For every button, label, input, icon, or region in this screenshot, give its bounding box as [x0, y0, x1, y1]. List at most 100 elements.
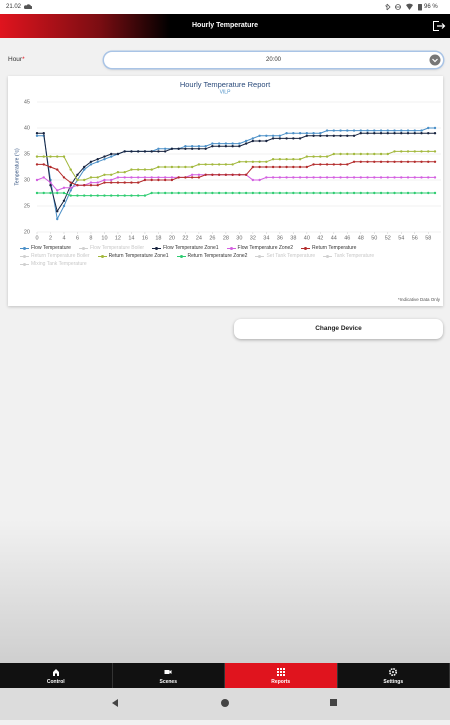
- point: [434, 161, 436, 163]
- change-device-button[interactable]: Change Device: [234, 319, 443, 339]
- point: [393, 150, 395, 152]
- point: [218, 145, 220, 147]
- point: [319, 132, 321, 134]
- point: [299, 192, 301, 194]
- y-tick-label: 30: [24, 177, 30, 183]
- point: [387, 192, 389, 194]
- x-tick-label: 44: [331, 235, 337, 241]
- x-tick-label: 2: [49, 235, 52, 241]
- point: [43, 176, 45, 178]
- point: [76, 184, 78, 186]
- point: [360, 153, 362, 155]
- point: [177, 148, 179, 150]
- point: [373, 153, 375, 155]
- legend-label: Flow Temperature: [31, 245, 71, 251]
- point: [245, 192, 247, 194]
- series-line: [37, 133, 435, 211]
- point: [407, 150, 409, 152]
- legend-item[interactable]: Mixing Tank Temperature: [20, 261, 87, 267]
- legend-label: Flow Temperature Zone2: [238, 245, 294, 251]
- legend-label: Return Temperature Boiler: [31, 253, 90, 259]
- swatch-dot: [180, 255, 183, 258]
- point: [312, 192, 314, 194]
- legend-item[interactable]: Set Tank Temperature: [255, 253, 315, 259]
- legend-item[interactable]: Tank Temperature: [323, 253, 374, 259]
- swatch-dot: [230, 247, 233, 250]
- point: [258, 140, 260, 142]
- hour-select[interactable]: 20:00: [104, 52, 443, 68]
- point: [144, 194, 146, 196]
- point: [218, 142, 220, 144]
- point: [171, 148, 173, 150]
- nav-label: Reports: [225, 679, 337, 685]
- point: [238, 145, 240, 147]
- point: [90, 161, 92, 163]
- x-tick-label: 26: [209, 235, 215, 241]
- point: [49, 166, 51, 168]
- point: [400, 132, 402, 134]
- point: [36, 179, 38, 181]
- point: [319, 135, 321, 137]
- point: [184, 176, 186, 178]
- point: [97, 184, 99, 186]
- point: [366, 192, 368, 194]
- point: [366, 129, 368, 131]
- point: [400, 176, 402, 178]
- legend-item[interactable]: Flow Temperature Boiler: [79, 245, 144, 251]
- point: [225, 174, 227, 176]
- nav-tab[interactable]: Settings: [338, 663, 450, 688]
- legend-item[interactable]: Flow Temperature Zone1: [152, 245, 219, 251]
- point: [414, 161, 416, 163]
- legend-item[interactable]: Flow Temperature Zone2: [227, 245, 294, 251]
- x-tick-label: 10: [101, 235, 107, 241]
- label-text: Hour: [8, 56, 22, 63]
- legend-item[interactable]: Return Temperature Zone1: [98, 253, 169, 259]
- legend-item[interactable]: Flow Temperature: [20, 245, 71, 251]
- point: [420, 192, 422, 194]
- point: [252, 140, 254, 142]
- point: [90, 184, 92, 186]
- system-nav: [0, 688, 450, 720]
- point: [56, 210, 58, 212]
- point: [380, 129, 382, 131]
- point: [272, 192, 274, 194]
- point: [292, 176, 294, 178]
- exit-button[interactable]: [428, 14, 450, 38]
- legend-item[interactable]: Return Temperature: [301, 245, 356, 251]
- point: [387, 153, 389, 155]
- nav-tab[interactable]: Reports: [225, 663, 338, 688]
- point: [191, 176, 193, 178]
- nav-tab[interactable]: Control: [0, 663, 113, 688]
- point: [245, 161, 247, 163]
- y-axis-title: Temperature (°c): [14, 148, 20, 186]
- point: [434, 192, 436, 194]
- point: [123, 181, 125, 183]
- x-tick-label: 54: [398, 235, 404, 241]
- point: [117, 181, 119, 183]
- legend-swatch: [98, 254, 107, 259]
- point: [339, 176, 341, 178]
- point: [366, 161, 368, 163]
- point: [130, 168, 132, 170]
- nav-tab[interactable]: Scenes: [113, 663, 226, 688]
- legend-item[interactable]: Return Temperature Zone2: [177, 253, 248, 259]
- nav-icon: [277, 668, 285, 676]
- nav-label: Scenes: [113, 679, 225, 685]
- legend-label: Set Tank Temperature: [266, 253, 315, 259]
- point: [177, 176, 179, 178]
- point: [63, 155, 65, 157]
- point: [387, 129, 389, 131]
- point: [70, 189, 72, 191]
- point: [360, 129, 362, 131]
- point: [339, 153, 341, 155]
- legend-swatch: [20, 254, 29, 259]
- point: [339, 129, 341, 131]
- x-tick-label: 30: [236, 235, 242, 241]
- point: [130, 150, 132, 152]
- point: [76, 194, 78, 196]
- point: [380, 132, 382, 134]
- point: [56, 192, 58, 194]
- point: [414, 176, 416, 178]
- legend-item[interactable]: Return Temperature Boiler: [20, 253, 90, 259]
